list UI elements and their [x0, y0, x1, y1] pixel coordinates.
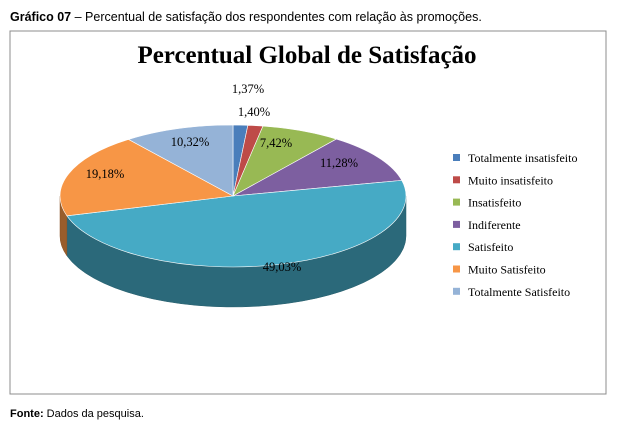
legend-swatch-muito-insatisfeito	[453, 176, 460, 184]
legend-item-muito-insatisfeito: Muito insatisfeito	[468, 173, 553, 187]
data-label-insatisfeito: 7,42%	[260, 136, 292, 150]
legend-swatch-satisfeito	[453, 243, 460, 251]
pie-data-labels: 1,37% 1,40% 7,42% 11,28% 49,03% 19,18% 10,32%	[86, 82, 358, 274]
figure-caption: Gráfico 07 – Percentual de satisfação do…	[10, 10, 482, 24]
pie-slice-totalmente-satisfeito	[127, 124, 234, 197]
chart-title: Percentual Global de Satisfação	[137, 42, 476, 69]
legend-item-insatisfeito: Insatisfeito	[468, 196, 521, 210]
pie-slice-muito-satisfeito	[59, 139, 234, 217]
legend-swatch-indiferente	[453, 220, 460, 228]
pie-slices	[59, 124, 407, 268]
legend-item-totalmente-satisfeito: Totalmente Satisfeito	[468, 285, 570, 299]
data-label-indiferente: 11,28%	[320, 156, 358, 170]
legend-swatch-totalmente-satisfeito	[453, 287, 460, 295]
figure-caption-text: – Percentual de satisfação dos responden…	[71, 10, 482, 24]
figure-caption-label: Gráfico 07	[10, 10, 72, 24]
chart-legend: Totalmente insatisfeito Muito insatisfeit…	[453, 151, 577, 299]
legend-swatch-insatisfeito	[453, 198, 460, 206]
data-label-totalmente-insatisfeito: 1,37%	[232, 82, 264, 96]
legend-item-indiferente: Indiferente	[468, 218, 521, 232]
legend-item-totalmente-insatisfeito: Totalmente insatisfeito	[468, 151, 577, 165]
legend-swatch-totalmente-insatisfeito	[453, 154, 460, 161]
legend-swatch-muito-satisfeito	[453, 265, 460, 273]
figure-source-text: Dados da pesquisa.	[43, 408, 144, 420]
figure-source: Fonte: Dados da pesquisa.	[10, 408, 144, 420]
data-label-satisfeito: 49,03%	[263, 260, 302, 274]
data-label-totalmente-satisfeito: 10,32%	[171, 135, 210, 149]
pie-slice-satisfeito	[66, 180, 407, 268]
data-label-muito-satisfeito: 19,18%	[86, 167, 125, 181]
legend-item-muito-satisfeito: Muito Satisfeito	[468, 263, 546, 277]
data-label-muito-insatisfeito: 1,40%	[238, 105, 270, 119]
legend-item-satisfeito: Satisfeito	[468, 240, 513, 254]
figure-source-label: Fonte:	[10, 408, 44, 420]
pie-slice-indiferente	[232, 138, 403, 197]
